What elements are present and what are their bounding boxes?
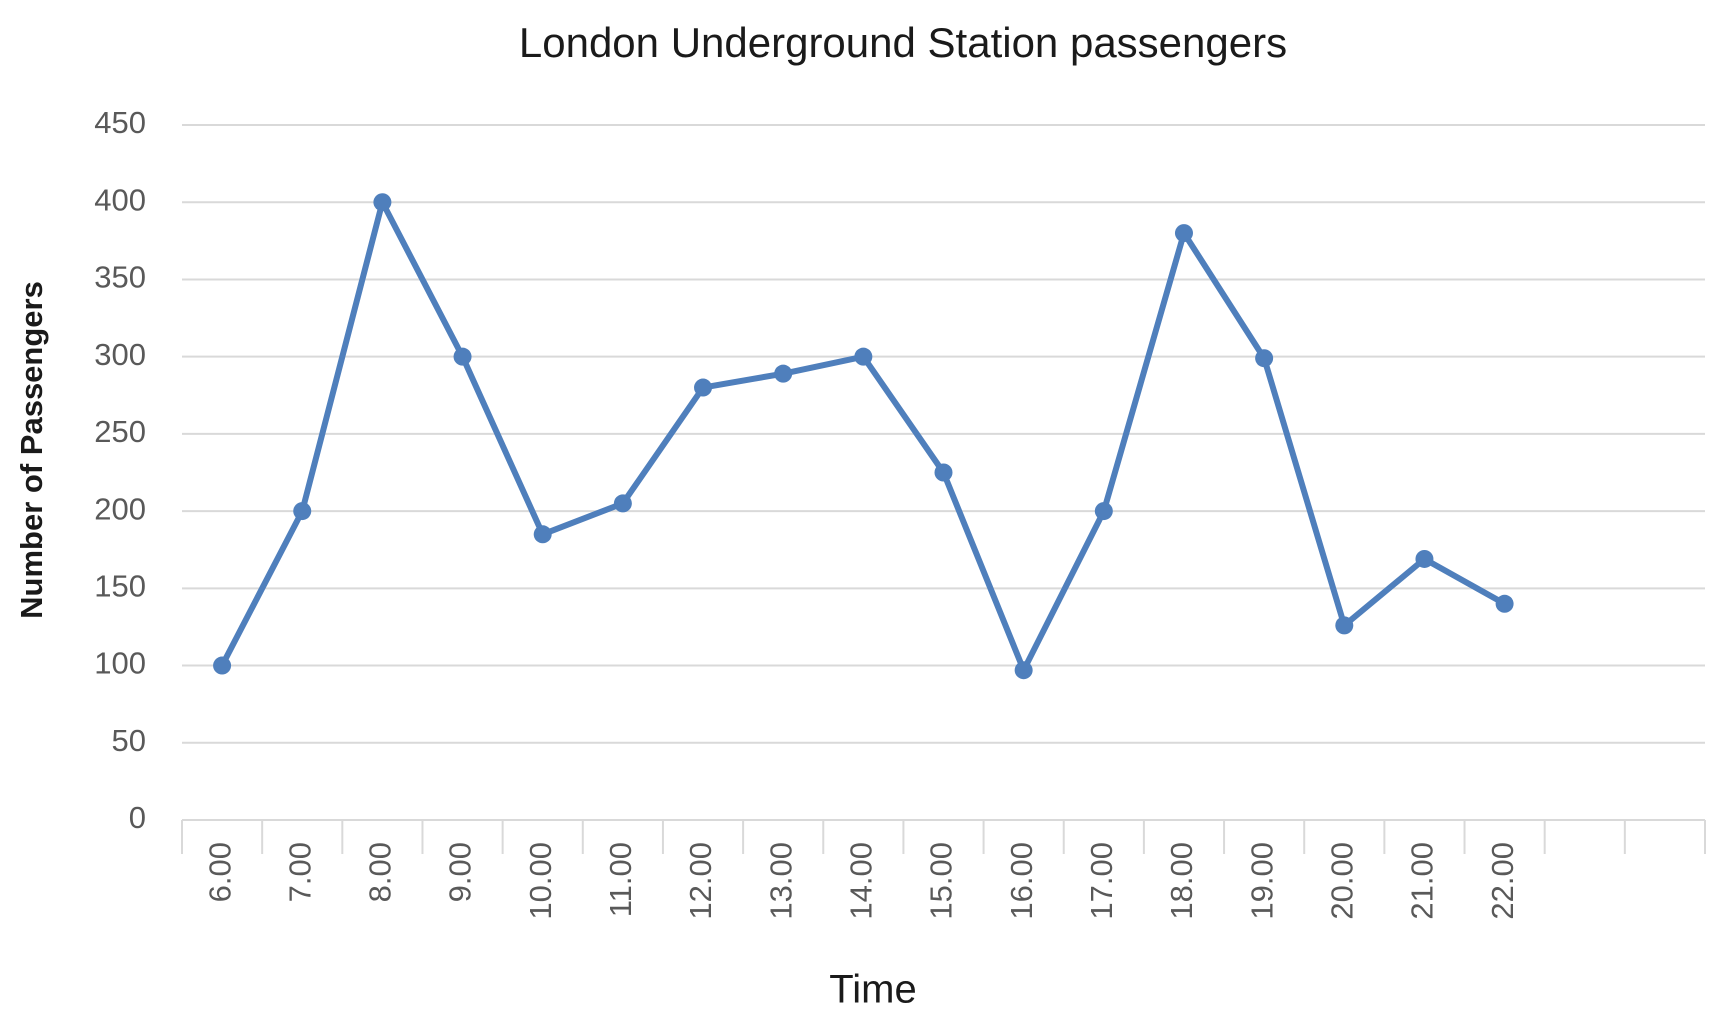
x-tick-label: 20.00	[1324, 842, 1359, 920]
y-tick-label: 450	[94, 105, 146, 140]
data-point	[1415, 549, 1434, 568]
y-tick-label: 300	[94, 337, 146, 372]
data-point	[373, 193, 392, 212]
series-line	[219, 199, 1507, 674]
y-tick-label: 400	[94, 182, 146, 217]
y-tick-label: 50	[112, 723, 146, 758]
data-point	[1255, 349, 1274, 368]
y-axis-label: Number of Passengers	[14, 281, 49, 619]
x-tick-label: 15.00	[924, 842, 959, 920]
x-tick-label: 18.00	[1164, 842, 1199, 920]
data-point	[533, 525, 552, 544]
y-tick-label: 350	[94, 260, 146, 295]
y-tick-label: 100	[94, 646, 146, 681]
data-point	[453, 347, 472, 366]
x-tick-label: 16.00	[1004, 842, 1039, 920]
chart-title: London Underground Station passengers	[519, 19, 1287, 66]
y-tick-label: 250	[94, 414, 146, 449]
x-tick-label: 21.00	[1405, 842, 1440, 920]
x-tick-label: 17.00	[1084, 842, 1119, 920]
data-point	[213, 656, 232, 675]
x-axis-label: Time	[829, 968, 916, 1012]
x-tick-label: 14.00	[844, 842, 879, 920]
data-point	[774, 364, 793, 383]
x-tick-label: 11.00	[603, 842, 638, 917]
data-point	[694, 378, 713, 397]
data-point	[1094, 502, 1113, 521]
data-point	[293, 502, 312, 521]
x-tick-label: 8.00	[363, 842, 398, 902]
x-tick-label: 10.00	[523, 842, 558, 920]
y-tick-label: 0	[129, 800, 146, 835]
data-point	[613, 494, 632, 513]
y-tick-label: 150	[94, 569, 146, 604]
x-tick-label: 9.00	[443, 842, 478, 902]
x-tick-label: 13.00	[763, 842, 798, 920]
data-point	[854, 347, 873, 366]
data-point	[1495, 594, 1514, 613]
data-point	[934, 463, 953, 482]
data-point	[1014, 661, 1033, 680]
data-point	[1174, 224, 1193, 243]
x-tick-label: 19.00	[1244, 842, 1279, 920]
x-tick-label: 6.00	[202, 842, 237, 902]
x-tick-label: 22.00	[1485, 842, 1520, 920]
data-point	[1335, 616, 1354, 635]
y-tick-label: 200	[94, 491, 146, 526]
x-tick-label: 7.00	[282, 842, 317, 902]
x-tick-label: 12.00	[683, 842, 718, 920]
